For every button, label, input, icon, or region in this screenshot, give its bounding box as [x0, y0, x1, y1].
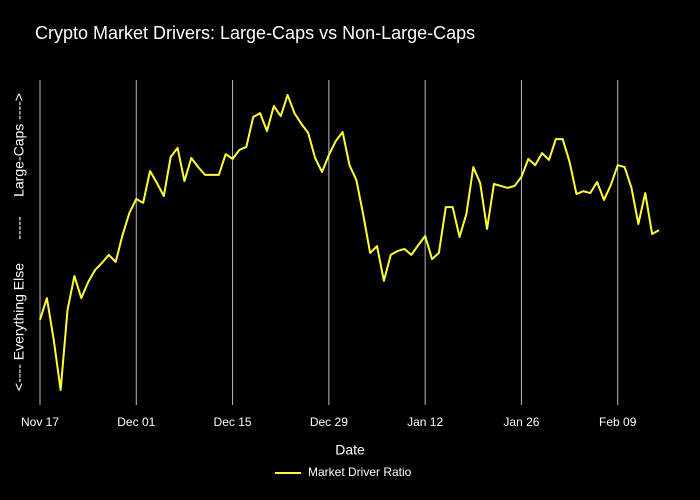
x-tick-label: Dec 01	[117, 415, 155, 429]
x-tick-label: Dec 29	[310, 415, 348, 429]
x-tick-label: Nov 17	[21, 415, 59, 429]
legend-label: Market Driver Ratio	[308, 465, 412, 479]
x-tick-label: Jan 12	[407, 415, 443, 429]
chart-title: Crypto Market Drivers: Large-Caps vs Non…	[35, 23, 475, 43]
data-line	[39, 93, 660, 392]
x-axis-title: Date	[335, 442, 365, 458]
y-axis-title: <---- Everything Else ----- Large-Caps -…	[11, 93, 27, 391]
x-tick-label: Dec 15	[214, 415, 252, 429]
x-tick-label: Jan 26	[503, 415, 539, 429]
x-tick-label: Feb 09	[599, 415, 637, 429]
